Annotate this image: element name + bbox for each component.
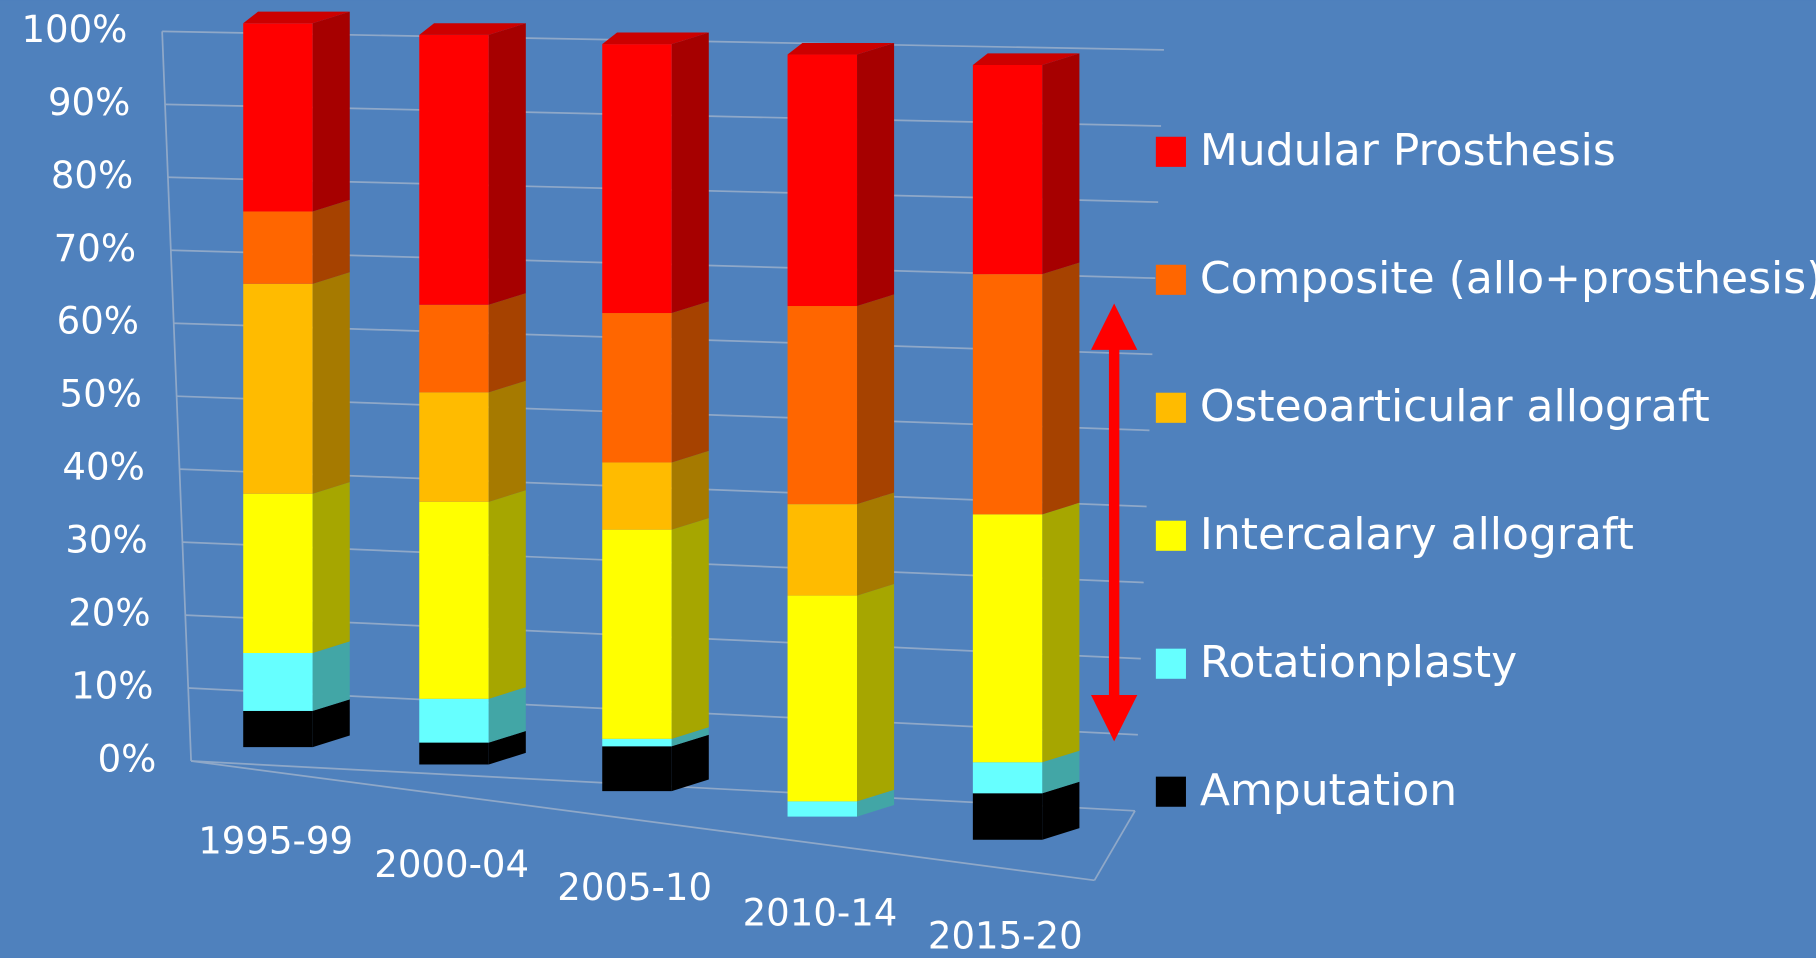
legend-label: Osteoarticular allograft [1200, 381, 1710, 432]
y-tick-label: 90% [48, 81, 130, 124]
arrow-head [1090, 303, 1138, 350]
x-tick-label: 1995-99 [198, 820, 353, 863]
y-tick-label: 70% [54, 227, 136, 270]
y-tick-label: 30% [65, 519, 147, 562]
legend-swatch [1155, 392, 1186, 423]
bar-segment [602, 738, 672, 747]
bar-side [671, 727, 709, 747]
arrow-head [1090, 694, 1138, 742]
bar-side [1042, 750, 1080, 794]
bar-segment [243, 283, 313, 494]
bar-segment [419, 698, 489, 743]
bar-top [602, 32, 709, 45]
bar-segment [243, 710, 313, 748]
bar-segment [787, 595, 858, 802]
bar-segment [602, 313, 672, 463]
bar-top [972, 53, 1080, 65]
legend-swatch [1155, 648, 1186, 679]
bar-segment [602, 462, 672, 530]
bar-side [1042, 53, 1080, 275]
bar-segment [243, 211, 313, 284]
bar-side [488, 731, 526, 765]
bar-top [243, 11, 350, 24]
bar-side [312, 272, 350, 494]
bar-side [671, 450, 709, 530]
y-tick-label: 50% [60, 373, 142, 416]
bar-side [312, 699, 350, 748]
bar-side [857, 492, 895, 596]
bar-top [787, 42, 895, 55]
bar-top [419, 23, 526, 35]
x-tick-label: 2000-04 [374, 843, 529, 886]
bar-segment [243, 653, 313, 711]
bar-side [857, 294, 895, 505]
bar-side [488, 293, 526, 393]
legend-swatch [1155, 776, 1186, 807]
bar-side [1042, 781, 1080, 840]
legend-swatch [1155, 264, 1186, 295]
axis [161, 31, 192, 762]
bar-segment [419, 392, 489, 502]
legend-label: Mudular Prosthesis [1200, 125, 1616, 176]
axis [190, 760, 1095, 882]
bar-side [312, 641, 350, 711]
bar-side [312, 482, 350, 654]
bar-segment [419, 34, 489, 305]
y-tick-label: 40% [62, 446, 144, 489]
bar-segment [787, 54, 858, 307]
y-tick-label: 100% [21, 8, 127, 51]
bar-segment [602, 746, 672, 792]
bar-side [488, 687, 526, 743]
bar-side [671, 518, 709, 739]
bar-side [312, 11, 350, 212]
bar-segment [972, 274, 1043, 515]
legend-label: Amputation [1200, 765, 1457, 816]
bar-side [671, 301, 709, 463]
x-tick-label: 2015-20 [928, 915, 1083, 958]
bar-segment [787, 306, 858, 505]
bar-segment [972, 514, 1043, 763]
bar-side [488, 23, 526, 305]
bar-side [1042, 262, 1080, 515]
axis [1093, 810, 1136, 881]
bar-segment [787, 504, 858, 596]
bar-segment [243, 493, 313, 654]
y-tick-label: 60% [57, 300, 139, 343]
bar-segment [972, 64, 1043, 275]
y-tick-label: 10% [71, 665, 153, 708]
bar-side [488, 380, 526, 502]
bar-segment [419, 304, 489, 393]
bar-segment [972, 762, 1043, 794]
y-tick-label: 0% [98, 738, 157, 781]
legend-swatch [1155, 520, 1186, 551]
y-tick-label: 80% [51, 154, 133, 197]
x-tick-label: 2005-10 [557, 866, 712, 909]
bar-segment [419, 501, 489, 699]
bar-segment [602, 529, 672, 739]
bar-side [671, 32, 709, 314]
x-tick-label: 2010-14 [743, 892, 898, 935]
bar-side [857, 42, 895, 307]
legend-label: Rotationplasty [1200, 637, 1517, 688]
bar-segment [602, 44, 672, 314]
bar-segment [972, 793, 1043, 840]
bar-segment [243, 23, 313, 212]
bar-segment [787, 801, 858, 817]
bar-side [312, 199, 350, 284]
legend-swatch [1155, 136, 1186, 167]
bar-side [857, 789, 895, 817]
bar-side [857, 584, 895, 802]
bar-segment [419, 742, 489, 765]
bar-side [1042, 502, 1080, 763]
legend-label: Intercalary allograft [1200, 509, 1634, 560]
y-tick-label: 20% [68, 592, 150, 635]
bar-side [671, 734, 709, 792]
bar-side [488, 490, 526, 699]
legend-label: Composite (allo+prosthesis) [1200, 253, 1816, 304]
